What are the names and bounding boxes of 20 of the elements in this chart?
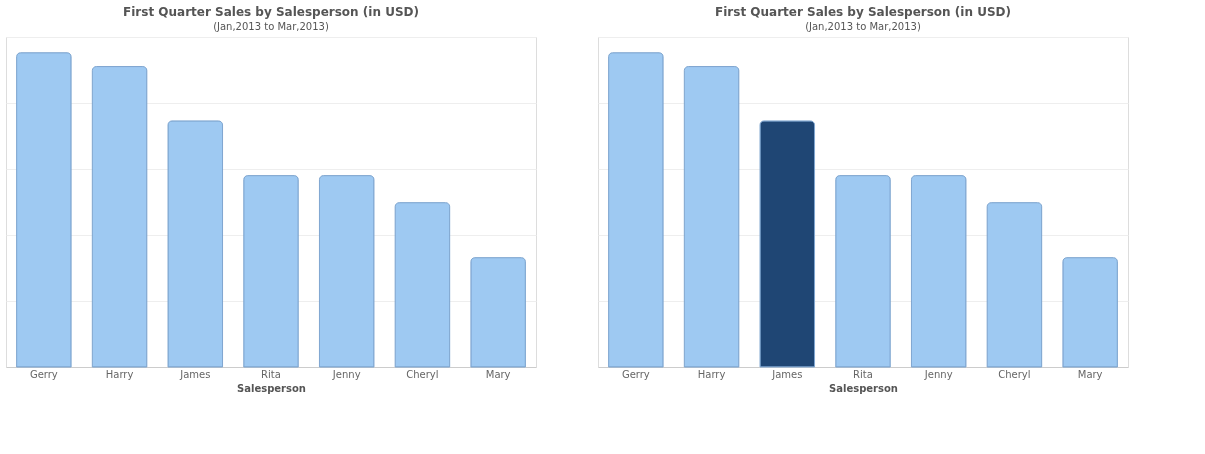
chart-subtitle: (Jan,2013 to Mar,2013) xyxy=(805,21,921,32)
x-tick-label: Mary xyxy=(485,368,511,380)
x-tick-label: James xyxy=(179,368,211,380)
x-tick-label: Harry xyxy=(697,368,726,380)
x-tick-label: Gerry xyxy=(29,368,58,380)
x-axis-title: Salesperson xyxy=(829,382,898,394)
x-tick-label: James xyxy=(771,368,803,380)
chart-title: First Quarter Sales by Salesperson (in USD) xyxy=(715,5,1011,19)
x-tick-label: Mary xyxy=(1077,368,1103,380)
x-tick-label: Harry xyxy=(105,368,134,380)
x-tick-label: Jenny xyxy=(331,368,361,380)
x-tick-label: Jenny xyxy=(923,368,953,380)
chart-subtitle: (Jan,2013 to Mar,2013) xyxy=(213,21,329,32)
x-tick-label: Cheryl xyxy=(406,368,439,380)
x-tick-label: Cheryl xyxy=(998,368,1031,380)
x-tick-label: Rita xyxy=(261,368,281,380)
chart-title: First Quarter Sales by Salesperson (in USD) xyxy=(123,5,419,19)
x-tick-label: Rita xyxy=(853,368,873,380)
x-tick-label: Gerry xyxy=(621,368,650,380)
x-axis-title: Salesperson xyxy=(237,382,306,394)
